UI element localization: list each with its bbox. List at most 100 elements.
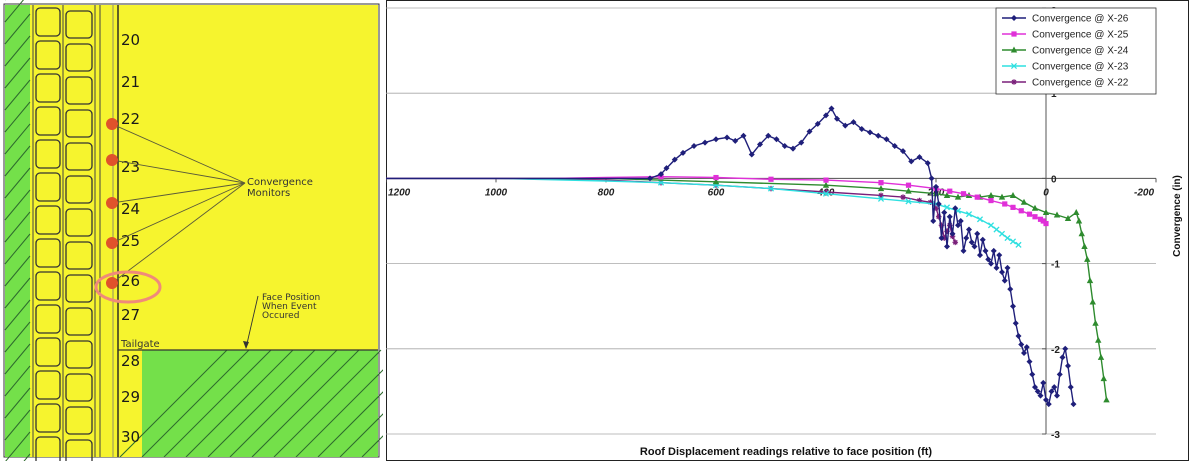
crosscut-label-21: 21 xyxy=(121,73,140,91)
pillar-block xyxy=(65,208,93,237)
gob-hatch xyxy=(4,387,31,419)
data-point xyxy=(1045,401,1052,408)
series-convergence-x-23 xyxy=(386,177,1022,248)
gob-hatch xyxy=(4,0,24,23)
face-pointer-line xyxy=(245,295,259,349)
monitor-leader-line xyxy=(111,159,246,184)
legend-label: Convergence @ X-22 xyxy=(1032,78,1129,89)
crosscut-label-22: 22 xyxy=(121,110,140,128)
data-point xyxy=(1015,333,1022,340)
crosscut-label-23: 23 xyxy=(121,158,140,176)
legend-swatch-marker xyxy=(1011,31,1017,37)
pillar-block xyxy=(35,238,61,268)
data-point xyxy=(1092,319,1099,326)
pillar-block xyxy=(65,274,93,303)
data-point xyxy=(985,256,992,263)
legend-label: Convergence @ X-25 xyxy=(1032,30,1129,41)
data-point xyxy=(999,269,1005,276)
data-point xyxy=(1002,201,1008,207)
data-point xyxy=(1081,243,1088,250)
data-point xyxy=(1040,218,1046,224)
y-tick-label: 0 xyxy=(1051,174,1057,185)
pillar-block xyxy=(35,172,61,202)
data-point xyxy=(1042,208,1050,215)
data-point xyxy=(814,120,821,127)
pillar-block xyxy=(65,43,93,72)
pillar-block xyxy=(65,241,93,270)
data-point xyxy=(1100,375,1107,382)
data-point xyxy=(1040,379,1047,386)
data-point xyxy=(1059,354,1066,361)
tailgate-label: Tailgate xyxy=(120,339,160,350)
crosscut-label-26: 26 xyxy=(121,272,140,290)
data-point xyxy=(712,178,720,185)
crosscut-label-28: 28 xyxy=(121,352,140,370)
data-point xyxy=(663,165,670,172)
data-point xyxy=(1065,362,1071,369)
data-point xyxy=(768,176,774,182)
monitor-leader-line xyxy=(111,182,246,284)
data-point xyxy=(834,115,840,122)
data-point xyxy=(647,175,653,182)
data-point xyxy=(1084,255,1091,262)
data-point xyxy=(949,230,956,237)
data-point xyxy=(1037,392,1044,399)
chart-legend xyxy=(995,7,1157,95)
data-point xyxy=(1095,336,1102,343)
data-point xyxy=(657,179,665,186)
legend-label: Convergence @ X-24 xyxy=(1032,46,1129,57)
data-point xyxy=(1021,350,1027,357)
data-point xyxy=(935,200,942,207)
data-point xyxy=(993,264,1000,271)
pillar-block xyxy=(35,73,61,103)
pillar-block xyxy=(65,439,93,466)
x-tick-label: 600 xyxy=(708,187,725,198)
data-point xyxy=(680,149,686,156)
pillar-block xyxy=(35,370,61,400)
data-point xyxy=(900,194,906,200)
data-point xyxy=(878,192,884,199)
data-point xyxy=(996,252,1003,259)
data-point xyxy=(877,185,885,192)
data-point xyxy=(1062,345,1069,352)
gob-hatch xyxy=(19,453,31,466)
data-point xyxy=(928,175,935,182)
pillar-block xyxy=(35,403,61,433)
pillar-block xyxy=(65,373,93,402)
data-point xyxy=(1010,204,1016,210)
legend-label: Convergence @ X-26 xyxy=(1032,14,1129,25)
x-tick-label: 1000 xyxy=(485,187,508,198)
data-point xyxy=(965,211,973,218)
pillar-block xyxy=(35,205,61,235)
crosscut-label-20: 20 xyxy=(121,31,140,49)
legend-swatch-marker xyxy=(1011,79,1017,85)
data-point xyxy=(988,197,994,204)
data-point xyxy=(930,218,937,224)
gob-hatch xyxy=(4,101,31,133)
data-point xyxy=(867,129,873,136)
data-point xyxy=(798,139,805,146)
series-line xyxy=(386,177,1108,400)
data-point xyxy=(823,112,829,119)
data-point xyxy=(1023,344,1030,351)
data-point xyxy=(1043,220,1049,227)
gob-hatch xyxy=(207,349,316,458)
data-point xyxy=(1075,217,1083,224)
data-point xyxy=(946,222,953,229)
mine-panel-map: 20 21 22 23 24 25 26 27 28 29 30 Convergence Monitor… xyxy=(0,0,514,466)
convergence-monitor-22 xyxy=(106,118,118,130)
gob-hatch xyxy=(4,321,31,353)
data-point xyxy=(1064,214,1072,221)
data-point xyxy=(955,222,961,229)
gob-hatch xyxy=(4,233,31,265)
data-point xyxy=(1032,384,1038,391)
y-tick-label: -2 xyxy=(1051,345,1060,356)
x-tick-label: 800 xyxy=(598,187,615,198)
data-point xyxy=(974,230,981,237)
data-point xyxy=(883,136,890,143)
data-point xyxy=(988,260,994,267)
data-point xyxy=(858,125,865,132)
data-point xyxy=(905,187,912,194)
gob-hatch xyxy=(4,343,31,375)
data-point xyxy=(877,195,885,202)
